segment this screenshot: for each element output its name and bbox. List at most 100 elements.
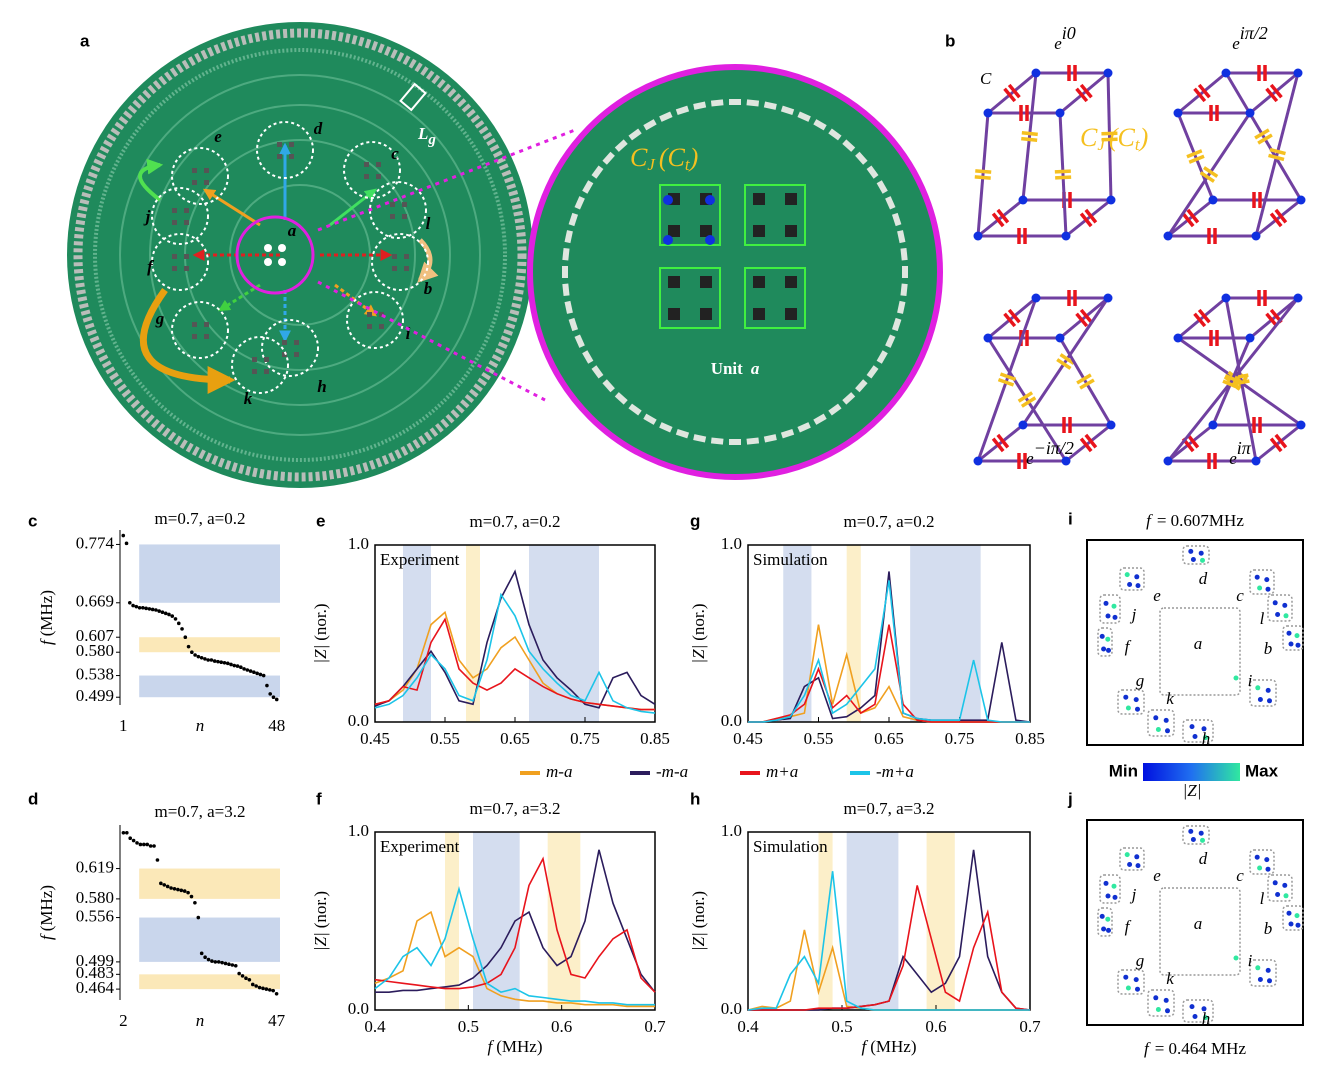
axis-label-part: (nor.) bbox=[311, 891, 330, 928]
unit-label: d bbox=[1199, 849, 1208, 868]
unit-label: b bbox=[1264, 639, 1273, 658]
y-tick-label: 0.669 bbox=[76, 592, 114, 611]
phase-label: ei0 bbox=[1054, 23, 1076, 53]
point bbox=[206, 658, 210, 662]
point bbox=[220, 960, 224, 965]
edge bbox=[976, 297, 1038, 462]
component bbox=[392, 266, 397, 271]
node bbox=[983, 333, 993, 343]
unit-box bbox=[1117, 969, 1145, 995]
pad bbox=[876, 180, 888, 194]
unit-box bbox=[1249, 679, 1277, 707]
unit-box bbox=[1097, 907, 1113, 937]
star bbox=[278, 244, 286, 252]
site bbox=[1155, 1007, 1161, 1012]
capacitor bbox=[1059, 353, 1075, 365]
site bbox=[1203, 735, 1208, 741]
pad bbox=[602, 379, 615, 393]
colorbar bbox=[1143, 763, 1240, 781]
point bbox=[235, 664, 240, 668]
unit-a-ring bbox=[235, 215, 315, 295]
axis-label-part: (MHz) bbox=[37, 885, 56, 931]
site bbox=[1203, 1015, 1208, 1021]
site bbox=[1288, 641, 1294, 647]
x-tick-label: 0.6 bbox=[925, 1017, 946, 1036]
site bbox=[1133, 697, 1139, 703]
unit-label: k bbox=[1166, 689, 1174, 708]
axis-label-part: f bbox=[37, 933, 56, 940]
axis-label-part: (nor.) bbox=[311, 603, 330, 640]
pad bbox=[591, 365, 604, 379]
cap-c-label: C bbox=[980, 69, 992, 88]
title-var: f bbox=[1146, 511, 1153, 530]
site bbox=[1233, 675, 1239, 681]
chart-title: m=0.7, a=0.2 bbox=[155, 509, 246, 528]
point bbox=[210, 959, 214, 963]
pad bbox=[675, 428, 690, 439]
series-line bbox=[748, 580, 1030, 723]
component bbox=[390, 202, 395, 207]
band bbox=[547, 832, 581, 1010]
colorbar-min: Min bbox=[1109, 761, 1138, 780]
site bbox=[1264, 577, 1270, 583]
site bbox=[1267, 978, 1272, 984]
point bbox=[265, 683, 269, 688]
edge bbox=[1021, 297, 1110, 426]
y-tick-label: 0.464 bbox=[76, 978, 115, 997]
annotation: Simulation bbox=[753, 837, 828, 856]
unit-ring bbox=[231, 336, 289, 394]
component bbox=[367, 324, 372, 329]
site bbox=[1265, 687, 1271, 693]
x-axis-label: n bbox=[196, 1011, 205, 1030]
point bbox=[271, 695, 276, 700]
unit-box bbox=[1099, 874, 1121, 904]
series-line bbox=[374, 910, 655, 1008]
point bbox=[271, 988, 275, 993]
y-tick-label: 0.0 bbox=[721, 711, 742, 730]
capacitor bbox=[1269, 212, 1283, 228]
site bbox=[1272, 880, 1278, 886]
unit-label: g bbox=[155, 309, 165, 328]
component bbox=[282, 352, 287, 357]
title-var: f bbox=[1144, 1039, 1151, 1058]
site bbox=[1272, 600, 1278, 606]
edge bbox=[977, 198, 1024, 238]
pad bbox=[891, 212, 902, 227]
point bbox=[244, 976, 248, 981]
capacitor bbox=[1021, 130, 1038, 137]
component bbox=[294, 352, 299, 357]
capacitor bbox=[996, 208, 1010, 224]
node bbox=[1103, 293, 1113, 303]
cap-part: C bbox=[630, 143, 648, 172]
lg-label: Lg bbox=[417, 124, 436, 149]
axis-label-part: |Z| bbox=[311, 645, 330, 664]
star bbox=[278, 258, 286, 266]
phase-label: eiπ/2 bbox=[1232, 23, 1268, 53]
band bbox=[846, 832, 899, 1010]
site bbox=[1105, 613, 1111, 619]
capacitor bbox=[1186, 208, 1200, 224]
capacitor bbox=[1084, 208, 1098, 224]
site bbox=[1255, 685, 1261, 691]
inductor bbox=[668, 225, 680, 237]
pad bbox=[614, 139, 628, 152]
pad bbox=[568, 317, 579, 332]
lg-marker bbox=[399, 82, 427, 112]
pad bbox=[763, 434, 777, 443]
unit-label: d bbox=[1199, 569, 1208, 588]
cap-part: J bbox=[1097, 135, 1106, 154]
cap-part: t bbox=[1135, 135, 1141, 154]
x-tick-label: 0.65 bbox=[500, 729, 530, 748]
capacitor bbox=[1186, 149, 1203, 159]
capacitor bbox=[1274, 208, 1288, 224]
y-tick-label: 1.0 bbox=[721, 534, 742, 553]
pad bbox=[562, 266, 568, 278]
capacitor bbox=[1274, 433, 1288, 449]
inductor bbox=[785, 193, 797, 205]
inductor bbox=[753, 276, 765, 288]
point bbox=[173, 617, 178, 621]
capacitor bbox=[1079, 83, 1093, 99]
cap-part: C bbox=[1118, 123, 1136, 152]
edge bbox=[1021, 72, 1038, 201]
axis-label-part: |Z| bbox=[689, 645, 708, 664]
